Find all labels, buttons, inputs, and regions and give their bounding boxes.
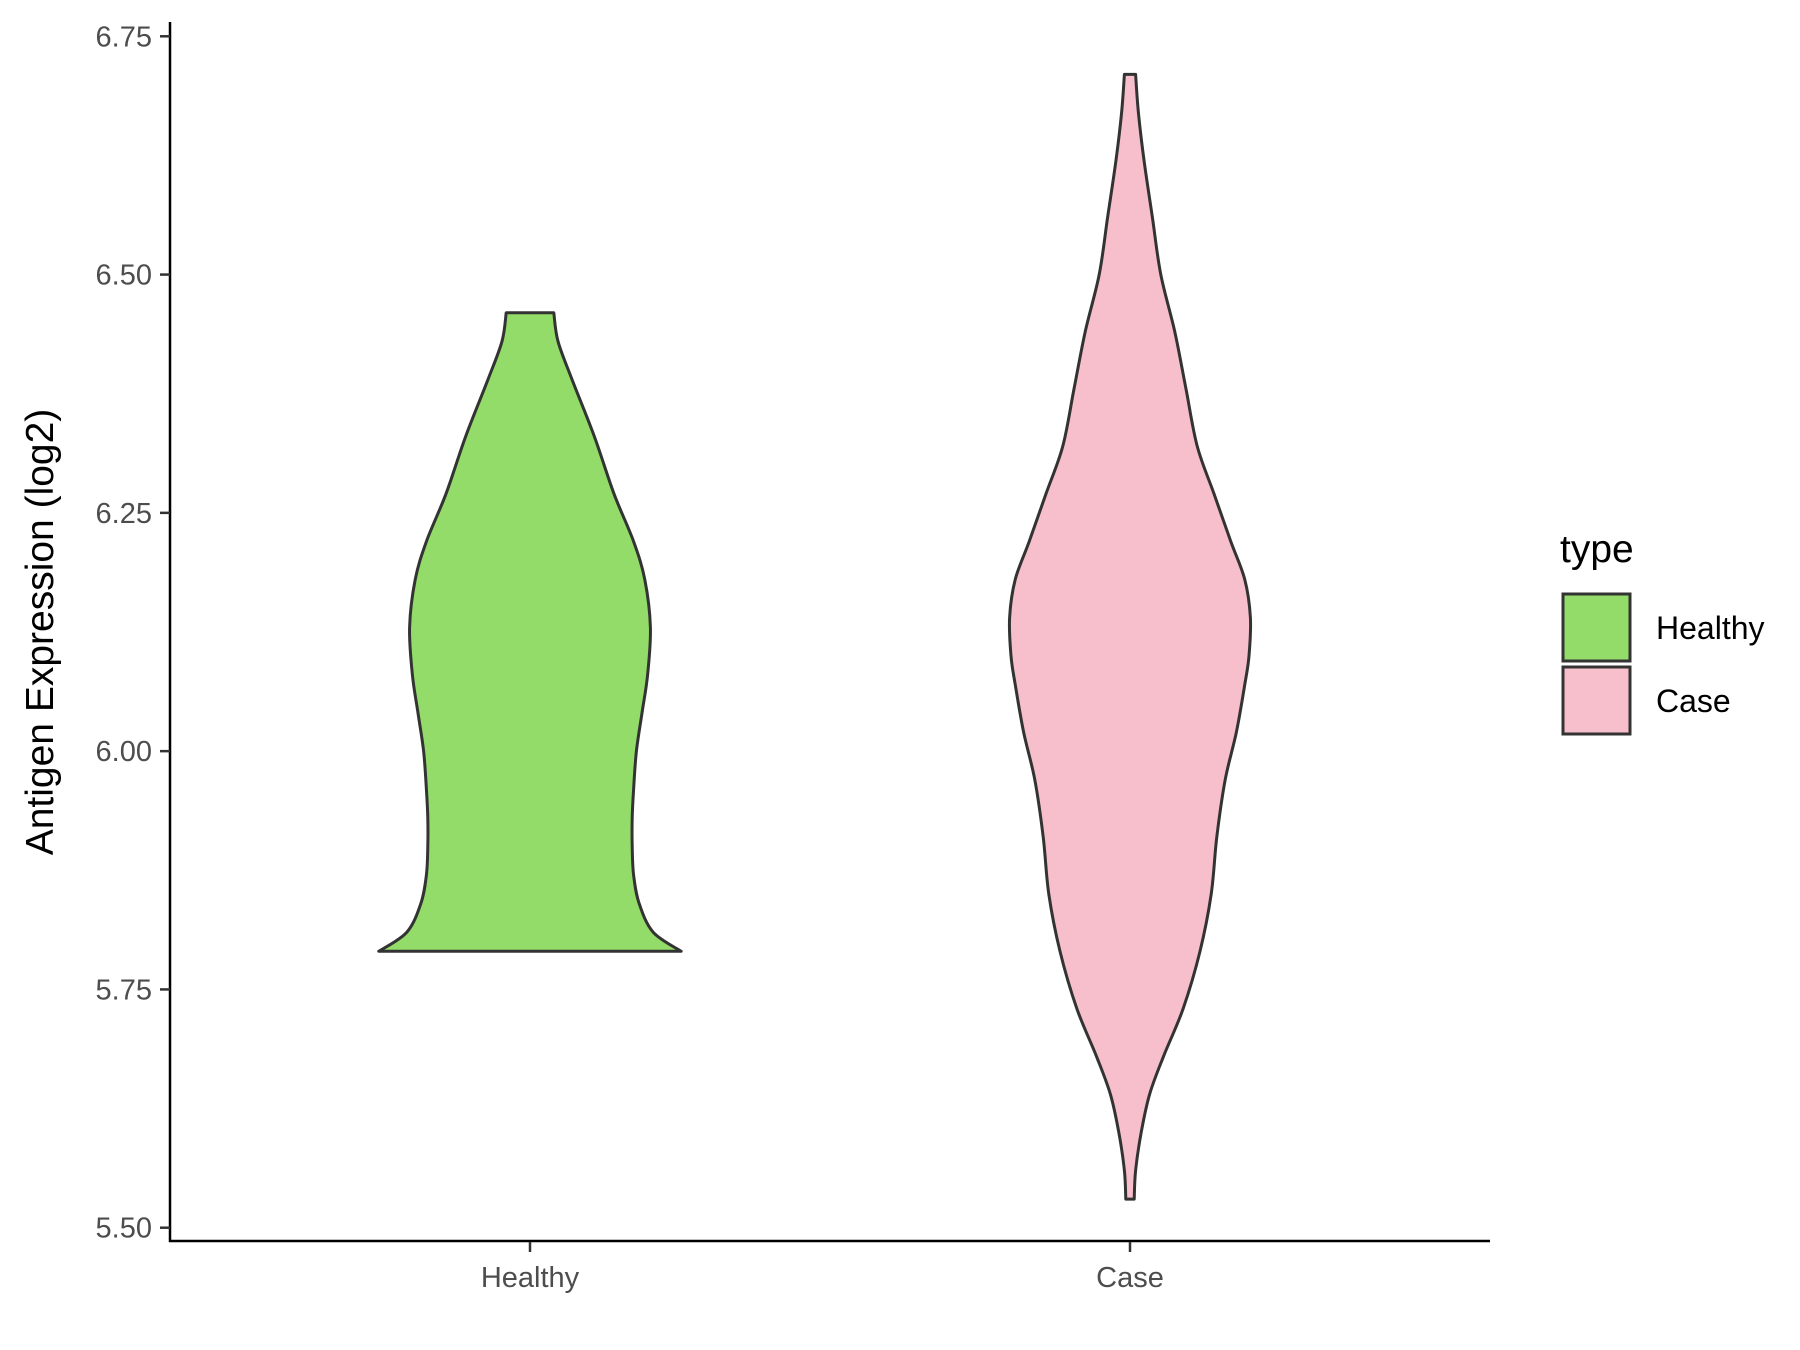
legend-key-case — [1561, 665, 1632, 736]
axes — [168, 22, 1490, 1243]
violin-layer — [377, 72, 1253, 1201]
y-axis-title: Antigen Expression (log2) — [19, 409, 62, 856]
y-tick-label: 5.75 — [96, 974, 152, 1006]
x-tick-label: Case — [1096, 1262, 1164, 1294]
y-tick-label: 6.50 — [96, 260, 152, 292]
y-tick-label: 6.75 — [96, 21, 152, 53]
legend: type Healthy Case — [1560, 528, 1765, 736]
y-ticks: 5.50 5.75 6.00 6.25 6.50 6.75 — [96, 21, 170, 1245]
y-tick-label: 6.00 — [96, 736, 152, 768]
y-tick-label: 6.25 — [96, 498, 152, 530]
legend-label-healthy: Healthy — [1656, 610, 1765, 646]
violin-case — [1007, 72, 1253, 1201]
legend-label-case: Case — [1656, 683, 1731, 719]
violin-healthy — [377, 311, 683, 953]
legend-title: type — [1560, 528, 1634, 571]
legend-key-healthy — [1561, 592, 1632, 663]
x-ticks: Healthy Case — [481, 1242, 1164, 1294]
y-tick-label: 5.50 — [96, 1213, 152, 1245]
x-tick-label: Healthy — [481, 1262, 580, 1294]
